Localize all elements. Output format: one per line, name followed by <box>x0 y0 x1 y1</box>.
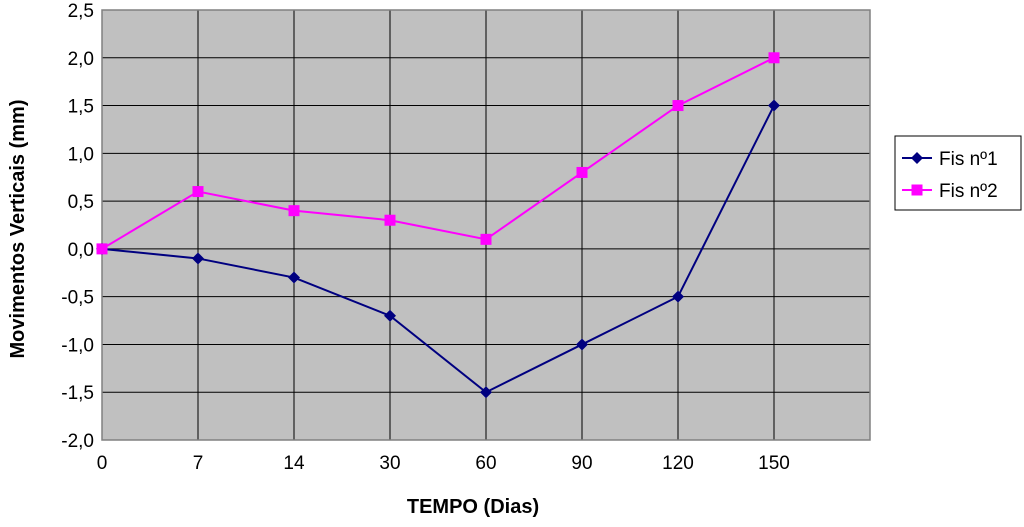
data-point <box>768 52 780 64</box>
data-point <box>672 100 684 112</box>
data-point <box>576 166 588 178</box>
series-group <box>96 52 780 399</box>
x-tick-label: 60 <box>475 453 496 474</box>
y-tick-label: -1,5 <box>61 383 94 404</box>
y-tick-label: -2,0 <box>61 431 94 452</box>
series-2 <box>96 52 780 255</box>
data-point <box>768 99 780 112</box>
legend-item: Fis nº1 <box>902 149 998 170</box>
y-tick-label: 2,0 <box>68 49 94 70</box>
x-tick-label: 30 <box>379 453 400 474</box>
y-tick-label: 1,0 <box>68 144 94 165</box>
x-tick-label: 90 <box>571 453 592 474</box>
y-tick-label: 0,5 <box>68 192 94 213</box>
data-point <box>384 214 396 226</box>
plot-area-group <box>101 9 871 441</box>
y-tick-label: -0,5 <box>61 288 94 309</box>
data-point <box>288 205 300 217</box>
series-line <box>101 105 775 394</box>
y-tick-label: 2,5 <box>68 1 94 22</box>
data-point <box>288 271 300 284</box>
y-axis-ticks: -2,0 -1,5 -1,0 -0,5 0,0 0,5 1,0 1,5 2,0 2,5 <box>61 1 94 452</box>
legend-box <box>894 135 1022 211</box>
data-point <box>576 338 588 351</box>
x-tick-label: 150 <box>758 453 790 474</box>
legend-label: Fis nº2 <box>939 181 998 202</box>
data-point <box>192 252 204 265</box>
x-tick-label: 0 <box>97 453 108 474</box>
legend-marker <box>911 152 923 164</box>
legend: Fis nº1 Fis nº2 <box>894 135 1022 211</box>
data-point <box>192 186 204 198</box>
data-point <box>672 290 684 303</box>
x-axis-ticks: 0 7 14 30 60 90 120 150 <box>97 453 790 474</box>
x-tick-label: 7 <box>193 453 204 474</box>
legend-label: Fis nº1 <box>939 149 998 170</box>
y-axis-label: Movimentos Verticais (mm) <box>7 100 29 359</box>
x-tick-label: 14 <box>283 453 305 474</box>
y-tick-label: 0,0 <box>68 240 94 261</box>
data-point <box>384 309 396 322</box>
y-tick-label: -1,0 <box>61 335 94 356</box>
plot-border <box>101 9 871 441</box>
legend-item: Fis nº2 <box>902 181 998 202</box>
series-line <box>101 56 775 250</box>
legend-marker <box>911 184 923 196</box>
data-point <box>480 233 492 245</box>
x-tick-label: 120 <box>662 453 694 474</box>
y-tick-label: 1,5 <box>68 97 94 118</box>
data-point <box>480 386 492 399</box>
x-axis-label: TEMPO (Dias) <box>407 496 539 518</box>
data-point <box>96 243 108 255</box>
